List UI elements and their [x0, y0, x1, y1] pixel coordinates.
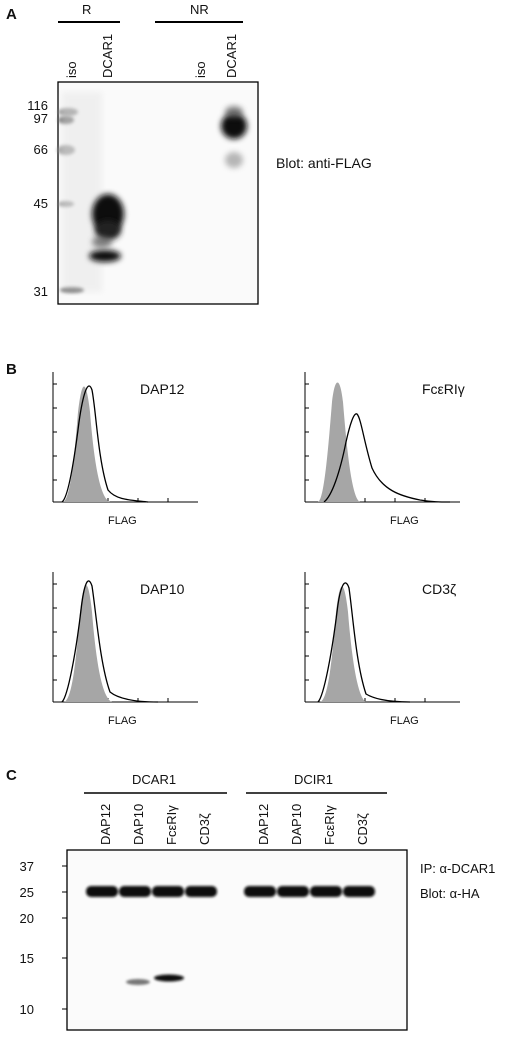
histogram-cd3z	[304, 572, 460, 703]
lane-label-a-4: DCAR1	[224, 33, 239, 78]
mw-marker-25: 25	[19, 885, 34, 900]
panel-a-letter: A	[6, 6, 17, 23]
histogram-dap10	[52, 572, 198, 703]
histogram-dap12	[52, 372, 198, 503]
ip-label-c: IP: α-DCAR1	[420, 861, 496, 876]
histogram-cd3z-xlabel: FLAG	[390, 715, 419, 727]
lane-label-c-7: FcεRIγ	[322, 805, 337, 845]
mw-marker-37: 37	[19, 859, 34, 874]
histogram-fcerig-xlabel: FLAG	[390, 515, 419, 527]
lane-label-c-4: CD3ζ	[197, 813, 212, 845]
mw-marker-10: 10	[19, 1002, 34, 1017]
western-blot-c	[62, 849, 408, 1031]
histogram-dap12-title: DAP12	[140, 381, 185, 397]
lane-label-c-5: DAP12	[256, 803, 271, 845]
mw-marker-97: 97	[33, 111, 48, 126]
group-label-dcir1: DCIR1	[294, 772, 334, 787]
histogram-dap10-xlabel: FLAG	[108, 715, 137, 727]
group-bars-a	[58, 21, 243, 23]
lane-label-a-1: iso	[64, 61, 79, 78]
histogram-dap12-xlabel: FLAG	[108, 515, 137, 527]
blot-label-c: Blot: α-HA	[420, 886, 480, 901]
lane-label-a-3: iso	[193, 61, 208, 78]
panel-b-letter: B	[6, 361, 17, 378]
mw-marker-116: 116	[27, 98, 48, 113]
mw-marker-31: 31	[33, 284, 48, 299]
mw-marker-15: 15	[19, 951, 34, 966]
panel-c-letter: C	[6, 767, 17, 784]
group-label-reducing: R	[82, 2, 92, 17]
mw-marker-66: 66	[33, 142, 48, 157]
group-bars-c	[84, 792, 387, 794]
group-label-dcar1: DCAR1	[132, 772, 177, 787]
lane-label-a-2: DCAR1	[100, 33, 115, 78]
mw-marker-45: 45	[33, 196, 48, 211]
histogram-cd3z-title: CD3ζ	[422, 581, 457, 597]
histogram-fcerig-title: FcεRIγ	[422, 381, 465, 397]
group-label-nonreducing: NR	[190, 2, 209, 17]
lane-label-c-8: CD3ζ	[355, 813, 370, 845]
lane-label-c-1: DAP12	[98, 803, 113, 845]
lane-label-c-3: FcεRIγ	[164, 805, 179, 845]
lane-label-c-2: DAP10	[131, 803, 146, 845]
histogram-fcerig	[304, 372, 460, 503]
western-blot-a	[57, 81, 259, 305]
mw-marker-20: 20	[19, 911, 34, 926]
blot-label-a: Blot: anti-FLAG	[276, 155, 372, 171]
histogram-dap10-title: DAP10	[140, 581, 185, 597]
lane-label-c-6: DAP10	[289, 803, 304, 845]
